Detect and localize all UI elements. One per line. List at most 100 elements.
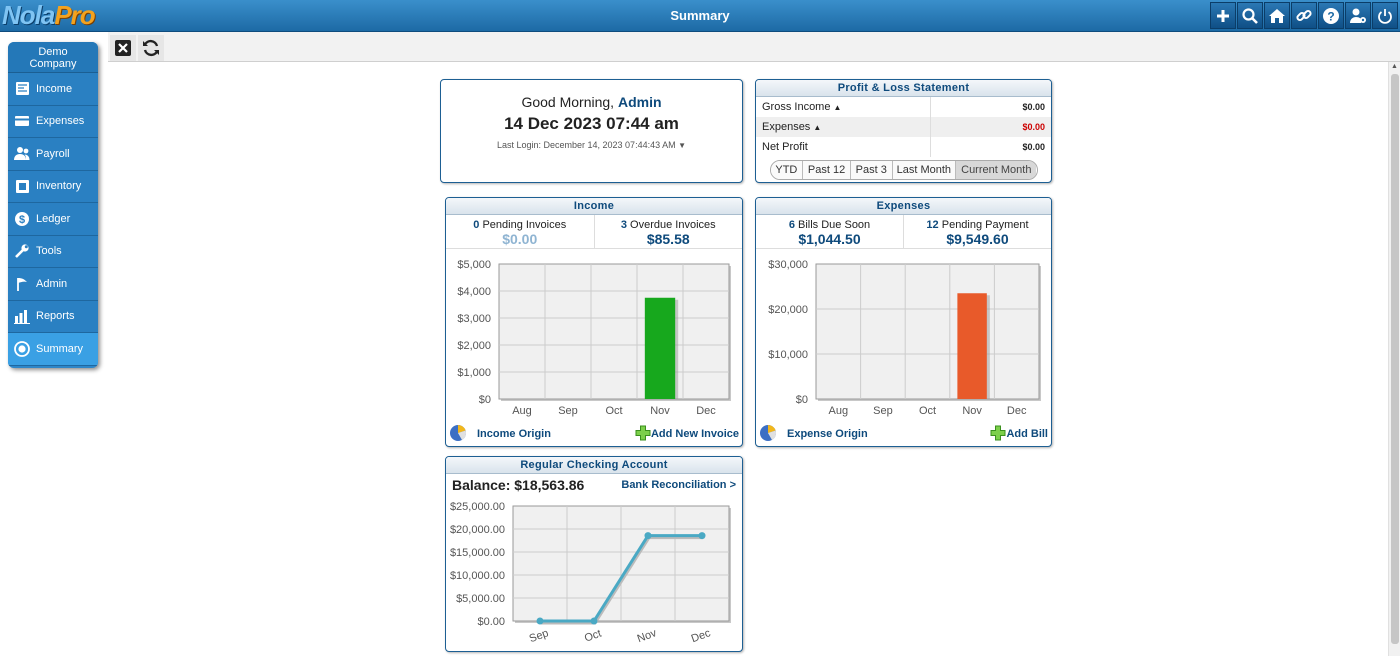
x-tick-label: Dec [690,627,713,645]
help-icon[interactable]: ? [1318,2,1344,29]
add-bill-label: Add Bill [1006,428,1048,440]
y-tick-label: $15,000.00 [450,547,505,559]
period-ytd-button[interactable]: YTD [770,161,804,179]
period-selector: YTD Past 12 Past 3 Last Month Current Mo… [769,160,1038,180]
pending-payment-label: Pending Payment [941,219,1029,231]
pl-row-gross-income: Gross Income ▲ $0.00 [756,97,1051,117]
sidebar-item-summary[interactable]: Summary [8,333,98,366]
bar-nov [644,297,676,399]
pie-chart-icon [759,424,777,445]
home-icon[interactable] [1264,2,1290,29]
nolapro-logo[interactable]: NolaPro [2,1,106,29]
overdue-invoices-stat[interactable]: 3 Overdue Invoices $85.58 [595,215,743,248]
expenses-title: Expenses [756,198,1051,215]
y-tick-label: $5,000 [457,259,491,271]
chevron-down-icon[interactable]: ▼ [678,141,687,150]
power-icon[interactable] [1372,2,1398,29]
pending-payment-amount: $9,549.60 [946,231,1009,247]
x-tick-label: Aug [512,405,532,417]
y-tick-label: $0 [796,394,808,406]
sidebar-item-expenses[interactable]: Expenses [8,105,98,138]
sidebar-item-admin[interactable]: Admin [8,268,98,301]
logo-text-nola: Nola [2,0,55,30]
pending-invoices-amount: $0.00 [502,231,538,247]
series-line-shadow [541,536,703,625]
refresh-icon[interactable] [138,35,164,61]
caret-up-icon[interactable]: ▲ [813,122,822,132]
reports-icon [14,308,30,325]
overdue-invoices-amount: $85.58 [646,231,690,247]
expense-origin-link[interactable]: Expense Origin [756,424,868,445]
sidebar-item-label: Payroll [36,147,70,160]
pending-payment-stat[interactable]: 12 Pending Payment $9,549.60 [904,215,1051,248]
bank-account-title: Regular Checking Account [446,457,742,474]
bank-account-panel: Regular Checking Account Balance: $18,56… [445,456,743,652]
greeting-user[interactable]: Admin [617,94,662,110]
sidebar-item-label: Summary [36,342,84,355]
scrollbar-thumb[interactable] [1391,74,1399,644]
period-current-month-button[interactable]: Current Month [956,161,1037,179]
sidebar-item-label: Ledger [36,212,71,225]
x-tick-label: Aug [829,405,849,417]
y-tick-label: $0 [479,394,491,406]
x-tick-label: Oct [583,628,603,645]
sidebar-item-income[interactable]: Income [8,73,98,106]
page-scrollbar[interactable]: ▲ [1388,62,1400,656]
search-icon[interactable] [1237,2,1263,29]
tools-icon [14,243,30,259]
ledger-icon: $ [14,211,30,227]
sidebar-item-inventory[interactable]: Inventory [8,170,98,203]
sidebar-item-label: Inventory [36,180,82,193]
x-tick-label: Oct [605,405,622,417]
income-bar-chart: $0 $1,000 $2,000 $3,000 $4,000 $5,000 Aug Sep Oc… [457,259,731,417]
add-new-invoice-button[interactable]: Add New Invoice [635,425,742,444]
y-tick-label: $25,000.00 [450,501,505,513]
bar-nov [957,293,987,399]
bills-due-amount: $1,044.50 [798,231,861,247]
profit-loss-panel: Profit & Loss Statement Gross Income ▲ $… [755,79,1052,183]
pl-row-label: Expenses [762,121,811,133]
plot-area [498,263,730,400]
sidebar-item-payroll[interactable]: Payroll [8,138,98,171]
x-tick-label: Oct [919,405,936,417]
y-tick-label: $20,000 [768,304,808,316]
greeting-panel: Good Morning, Admin 14 Dec 2023 07:44 am… [440,79,743,183]
close-icon[interactable] [110,35,136,61]
pending-payment-count: 12 [926,219,939,231]
sidebar-item-ledger[interactable]: $ Ledger [8,203,98,236]
pl-row-value: $0.00 [1022,122,1045,132]
company-name[interactable]: Demo Company [8,42,98,73]
y-tick-label: $30,000 [768,259,808,271]
admin-icon [14,276,30,292]
period-last-month-button[interactable]: Last Month [892,161,957,179]
y-tick-label: $2,000 [457,340,491,352]
pl-row-label: Gross Income [762,101,831,113]
link-icon[interactable] [1291,2,1317,29]
bills-due-count: 6 [788,219,795,231]
caret-up-icon[interactable]: ▲ [833,102,842,112]
plus-icon[interactable] [1210,2,1236,29]
last-login-text: Last Login: December 14, 2023 07:44:43 A… [496,140,676,150]
period-past-3-button[interactable]: Past 3 [850,161,893,179]
bills-due-label: Bills Due Soon [798,219,871,231]
x-tick-label: Sep [528,627,551,645]
pl-row-net-profit: Net Profit $0.00 [756,137,1051,157]
overdue-invoices-count: 3 [620,219,627,231]
user-settings-icon[interactable] [1345,2,1371,29]
last-login[interactable]: Last Login: December 14, 2023 07:44:43 A… [441,140,742,150]
sidebar-item-reports[interactable]: Reports [8,300,98,333]
plot-area [815,263,1040,400]
pending-invoices-stat[interactable]: 0 Pending Invoices $0.00 [446,215,595,248]
x-tick-label: Sep [558,405,578,417]
inventory-icon [14,178,30,194]
y-tick-label: $20,000.00 [450,524,505,536]
add-bill-button[interactable]: Add Bill [990,425,1051,444]
top-icon-group: ? [1210,2,1398,29]
income-origin-link[interactable]: Income Origin [446,424,551,445]
period-past-12-button[interactable]: Past 12 [803,161,851,179]
point-oct [590,617,598,625]
scroll-up-arrow[interactable]: ▲ [1391,63,1398,70]
sidebar-item-tools[interactable]: Tools [8,235,98,268]
bank-reconciliation-link[interactable]: Bank Reconciliation > [621,479,736,491]
bills-due-soon-stat[interactable]: 6 Bills Due Soon $1,044.50 [756,215,904,248]
